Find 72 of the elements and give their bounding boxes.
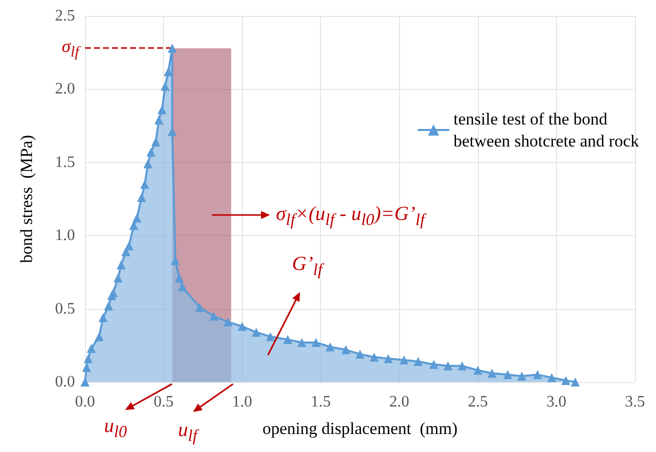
point (195, 302, 204, 312)
point (80, 378, 90, 386)
point (414, 357, 423, 366)
x-tick-label: 2.5 (468, 394, 488, 410)
text: u$_{lf}$ (178, 418, 198, 447)
legend-label: tensile test of the bond between shotcrete and rock (454, 110, 640, 150)
x-tick-label: 0.5 (154, 394, 174, 410)
point (283, 335, 292, 344)
point (137, 193, 146, 202)
point (458, 361, 467, 370)
point (252, 328, 261, 337)
y-axis-title: bond stress (MPa) (17, 135, 36, 263)
y-tick-label: 1.5 (55, 154, 75, 171)
point (140, 180, 150, 189)
point (224, 317, 232, 326)
point (356, 350, 364, 359)
point (82, 362, 92, 372)
y-tick-label: 2.0 (55, 80, 75, 98)
point (561, 376, 570, 386)
point (488, 368, 496, 378)
point (154, 115, 164, 124)
point (444, 361, 452, 370)
x-axis-title: opening displacement (mm) (262, 419, 458, 438)
point (326, 342, 335, 352)
point (132, 214, 142, 223)
point (104, 301, 114, 310)
y-tick-label: 0.5 (55, 300, 75, 318)
point (124, 241, 134, 250)
point (86, 344, 96, 353)
point (108, 288, 118, 298)
point (297, 338, 306, 347)
point (429, 360, 438, 369)
x-tick-label: 0.0 (75, 394, 95, 410)
point (178, 282, 187, 292)
point (94, 332, 104, 342)
point (266, 332, 275, 342)
point (116, 260, 126, 270)
x-tick-label: 1.0 (232, 394, 252, 410)
point (503, 370, 512, 380)
x-tick-label: 3.0 (546, 394, 566, 410)
x-tick-label: 3.5 (625, 394, 645, 410)
text: u$_{l0}$ (104, 414, 127, 443)
point (151, 137, 160, 146)
point (98, 313, 108, 322)
annotation: G’$_{lf}$ (292, 252, 322, 281)
point (533, 370, 542, 380)
point (341, 345, 350, 354)
point (400, 356, 408, 365)
point (114, 274, 122, 283)
annotation: σ$_{lf}$×(u$_{lf}$ - u$_{l0}$)=G’$_{lf}$ (276, 202, 425, 231)
y-tick-label: 2.5 (55, 8, 75, 24)
point (168, 44, 177, 53)
point (312, 338, 320, 347)
point (160, 82, 170, 91)
point (174, 274, 184, 283)
point (517, 372, 526, 381)
point (370, 352, 379, 362)
point (158, 105, 166, 114)
x-tick-label: 1.5 (310, 394, 331, 410)
point (570, 378, 580, 386)
point (547, 373, 556, 382)
point (143, 159, 152, 168)
y-tick-label: 1.0 (55, 227, 75, 244)
point (146, 148, 156, 157)
y-tick-label: 0.0 (55, 374, 75, 390)
point (238, 322, 247, 331)
ref-line-label: σ$_{lf}$ (62, 35, 79, 63)
point (473, 366, 482, 375)
point (384, 354, 393, 364)
point (209, 312, 218, 321)
x-tick-label: 2.0 (389, 394, 410, 410)
point (84, 354, 93, 364)
